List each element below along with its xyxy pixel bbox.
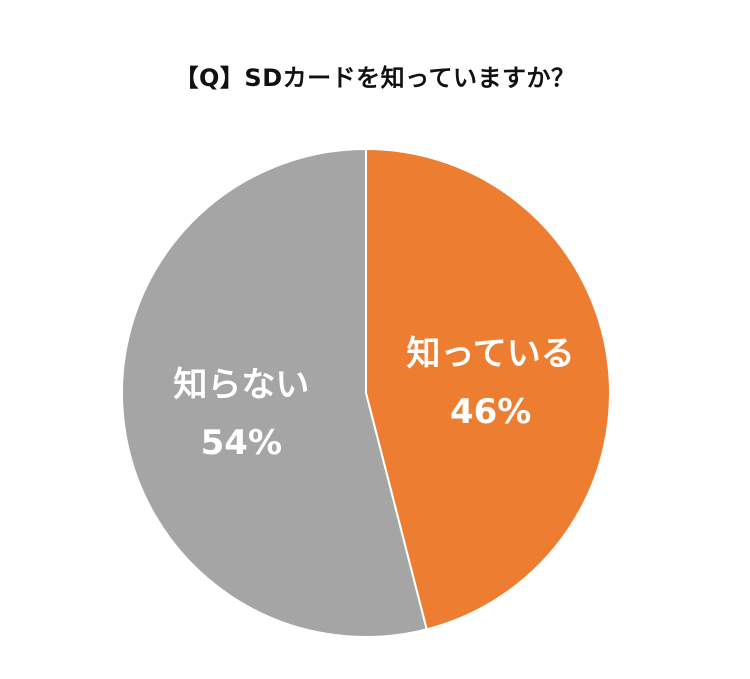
- pie-slice: [121, 147, 428, 638]
- chart-title: 【Q】SDカードを知っていますか？: [174, 64, 576, 92]
- slice-category-label: 知っている: [407, 334, 575, 374]
- slice-value-label: 46%: [450, 392, 531, 432]
- pie-slice: [365, 147, 611, 631]
- slice-category-label: 知らない: [173, 365, 309, 405]
- slice-value-label: 54%: [201, 423, 282, 463]
- pie-slices: [121, 147, 611, 638]
- pie-labels: 知っている 46% 知らない 54%: [173, 334, 574, 463]
